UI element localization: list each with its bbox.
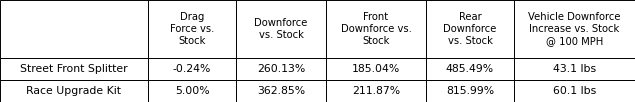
Text: Downforce
vs. Stock: Downforce vs. Stock bbox=[254, 18, 308, 40]
Text: Vehicle Downforce
Increase vs. Stock
@ 100 MPH: Vehicle Downforce Increase vs. Stock @ 1… bbox=[528, 12, 621, 46]
Bar bbox=[326, 0, 426, 58]
Bar bbox=[426, 80, 514, 102]
Text: 362.85%: 362.85% bbox=[257, 86, 305, 96]
Text: 260.13%: 260.13% bbox=[257, 64, 305, 74]
Text: 43.1 lbs: 43.1 lbs bbox=[553, 64, 596, 74]
Text: 60.1 lbs: 60.1 lbs bbox=[553, 86, 596, 96]
Bar bbox=[148, 80, 236, 102]
Text: 185.04%: 185.04% bbox=[352, 64, 400, 74]
Bar bbox=[236, 80, 326, 102]
Text: 5.00%: 5.00% bbox=[175, 86, 210, 96]
Bar bbox=[0, 58, 148, 80]
Text: 211.87%: 211.87% bbox=[352, 86, 400, 96]
Text: Street Front Splitter: Street Front Splitter bbox=[20, 64, 128, 74]
Bar bbox=[0, 0, 148, 58]
Text: -0.24%: -0.24% bbox=[173, 64, 211, 74]
Text: 815.99%: 815.99% bbox=[446, 86, 494, 96]
Text: Front
Downforce vs.
Stock: Front Downforce vs. Stock bbox=[340, 12, 411, 46]
Bar bbox=[514, 58, 635, 80]
Bar bbox=[148, 0, 236, 58]
Bar bbox=[148, 58, 236, 80]
Bar bbox=[426, 0, 514, 58]
Text: Rear
Downforce
vs. Stock: Rear Downforce vs. Stock bbox=[443, 12, 497, 46]
Bar bbox=[236, 0, 326, 58]
Text: 485.49%: 485.49% bbox=[446, 64, 494, 74]
Bar bbox=[236, 58, 326, 80]
Bar bbox=[514, 80, 635, 102]
Bar bbox=[426, 58, 514, 80]
Text: Drag
Force vs.
Stock: Drag Force vs. Stock bbox=[170, 12, 214, 46]
Bar bbox=[0, 80, 148, 102]
Bar bbox=[326, 58, 426, 80]
Bar bbox=[514, 0, 635, 58]
Bar bbox=[326, 80, 426, 102]
Text: Race Upgrade Kit: Race Upgrade Kit bbox=[27, 86, 121, 96]
